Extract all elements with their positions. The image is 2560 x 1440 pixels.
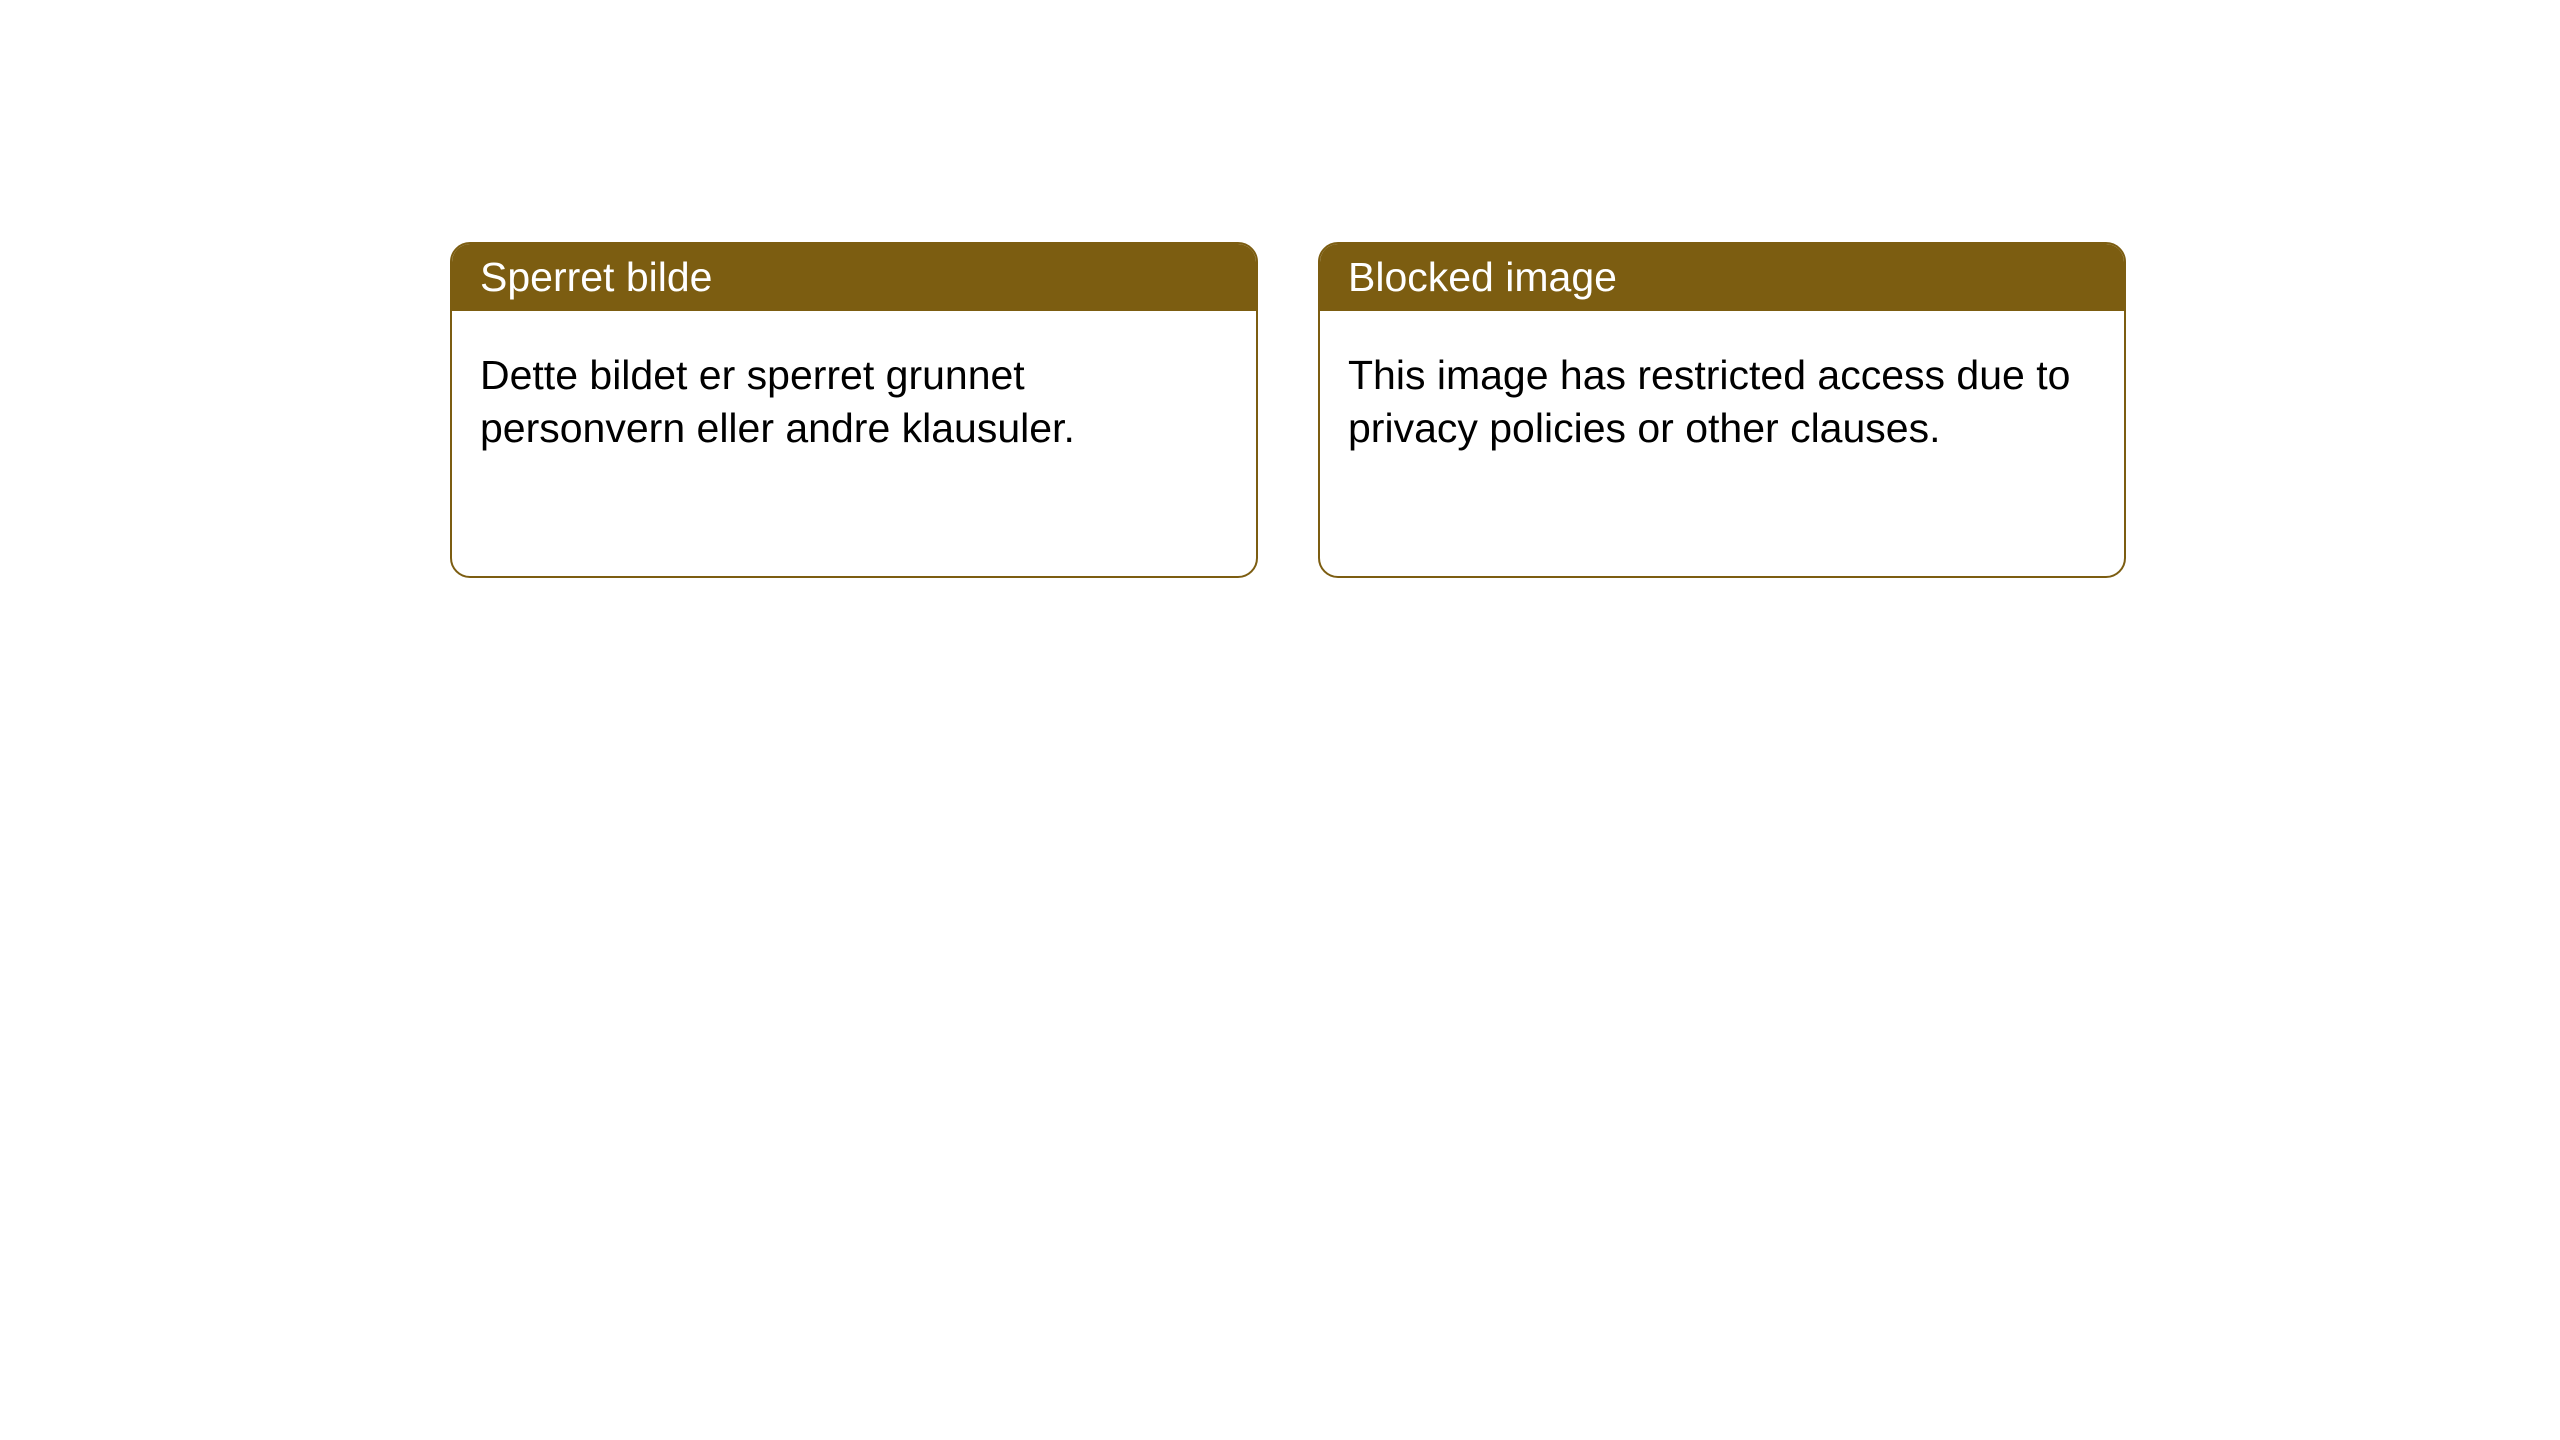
- notice-cards-container: Sperret bilde Dette bildet er sperret gr…: [450, 242, 2126, 578]
- card-body: This image has restricted access due to …: [1320, 311, 2124, 494]
- notice-card-norwegian: Sperret bilde Dette bildet er sperret gr…: [450, 242, 1258, 578]
- card-body: Dette bildet er sperret grunnet personve…: [452, 311, 1256, 494]
- card-header: Blocked image: [1320, 244, 2124, 311]
- notice-card-english: Blocked image This image has restricted …: [1318, 242, 2126, 578]
- card-header: Sperret bilde: [452, 244, 1256, 311]
